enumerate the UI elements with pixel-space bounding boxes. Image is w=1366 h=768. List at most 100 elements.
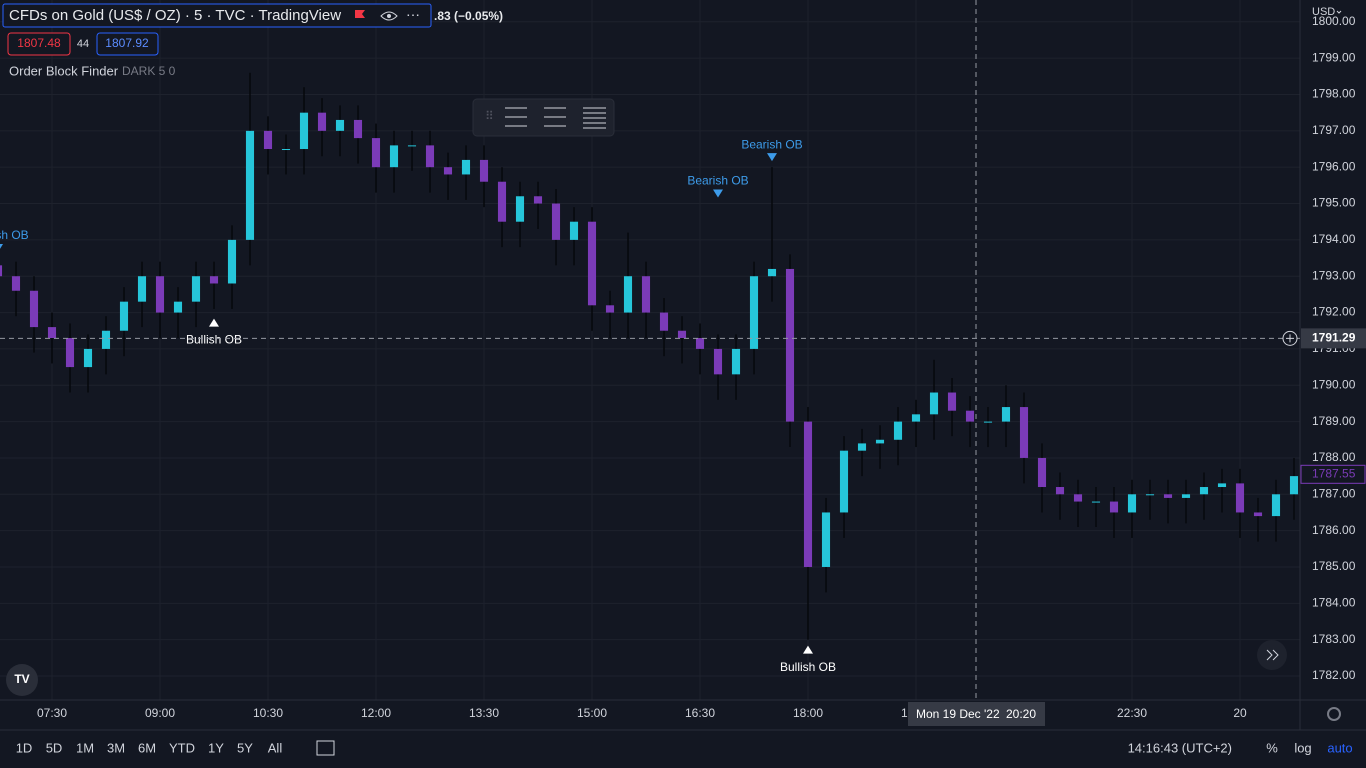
settings-icon[interactable]	[505, 107, 527, 127]
candle-body	[1181, 494, 1191, 498]
y-tick-label: 1782.00	[1312, 668, 1356, 682]
log-toggle[interactable]: log	[1294, 740, 1311, 755]
flag-icon[interactable]	[355, 10, 365, 18]
candle-body	[767, 268, 777, 277]
y-tick-label: 1787.00	[1312, 486, 1356, 500]
bottom-toolbar: 1D 5D 1M 3M 6M YTD 1Y 5Y All	[16, 740, 283, 755]
candle-body	[1037, 457, 1047, 488]
candle-body	[515, 196, 525, 222]
range-button[interactable]: 1D	[16, 740, 33, 755]
settings-gear[interactable]	[1327, 707, 1341, 721]
range-button[interactable]: 1Y	[208, 740, 224, 755]
candle-body	[137, 276, 147, 302]
ob-label: Bearish OB	[0, 228, 29, 242]
candle-body	[65, 338, 75, 368]
candle-body	[929, 392, 939, 415]
settings-icon[interactable]	[544, 107, 566, 127]
ob-label: Bearish OB	[687, 174, 748, 188]
y-tick-label: 1796.00	[1312, 159, 1356, 173]
tv-logo[interactable]	[6, 664, 38, 696]
candle-body	[947, 392, 957, 411]
candle-body	[191, 276, 201, 302]
candle-body	[317, 112, 327, 131]
candle-body	[83, 348, 93, 368]
y-tick-label: 1789.00	[1312, 414, 1356, 428]
candle-body	[227, 239, 237, 284]
x-tick-label: 07:30	[37, 706, 67, 720]
candle-body	[965, 410, 975, 422]
candle-body	[983, 421, 993, 423]
tv-logo: TV	[14, 672, 29, 686]
ob-marker	[712, 189, 723, 198]
candle-body	[1055, 487, 1065, 495]
candle-body	[749, 276, 759, 349]
candle-body	[281, 149, 291, 151]
candle-body	[263, 130, 273, 150]
candle-body	[245, 130, 255, 240]
range-button[interactable]: 5D	[46, 740, 63, 755]
y-tick-label: 1792.00	[1312, 305, 1356, 319]
more-icon[interactable]: ⋯	[406, 7, 420, 23]
symbol-box[interactable]	[2, 3, 432, 28]
currency[interactable]: USD	[1312, 6, 1335, 18]
percent-toggle[interactable]: %	[1266, 740, 1278, 755]
y-tick-label: 1799.00	[1312, 50, 1356, 64]
candle-body	[1253, 512, 1263, 517]
range-button[interactable]: 5Y	[237, 740, 253, 755]
symbol-title[interactable]: CFDs on Gold (US$ / OZ) · 5 · TVC · Trad…	[9, 7, 341, 24]
buy-box[interactable]	[96, 32, 159, 56]
y-tick-label: 1788.00	[1312, 450, 1356, 464]
crosshair-time: 20:20	[1006, 707, 1036, 721]
axes: 1782.00 1783.00 1784.00 1785.00 1786.00 1787.…	[37, 14, 1366, 720]
last-price-label: 1787.55	[1312, 466, 1356, 480]
y-tick-label: 1784.00	[1312, 595, 1356, 609]
candle-body	[407, 145, 417, 147]
candle-body	[623, 276, 633, 313]
crosshair-price: 1791.29	[1312, 331, 1356, 345]
y-tick-label: 1783.00	[1312, 632, 1356, 646]
scroll-icon	[1266, 649, 1279, 661]
range-button[interactable]: 6M	[138, 740, 156, 755]
candle-body	[1127, 494, 1137, 513]
y-tick-label: 1793.00	[1312, 268, 1356, 282]
candle-body	[1289, 476, 1299, 495]
currency-caret	[1336, 10, 1342, 14]
range-button[interactable]: 1M	[76, 740, 94, 755]
y-tick-label: 1790.00	[1312, 377, 1356, 391]
x-tick-label: 18:00	[793, 706, 823, 720]
candle-body	[1271, 494, 1281, 517]
sell-price[interactable]: 1807.48	[17, 36, 61, 50]
sell-box[interactable]	[7, 32, 71, 56]
range-button[interactable]: YTD	[169, 740, 195, 755]
auto-toggle[interactable]: auto	[1327, 740, 1352, 755]
buy-price[interactable]: 1807.92	[105, 36, 149, 50]
candle-body	[497, 181, 507, 222]
ob-label: Bearish OB	[741, 137, 802, 151]
candle-body	[461, 159, 471, 175]
candle-body	[713, 348, 723, 375]
lines-icon[interactable]	[583, 107, 606, 129]
range-button[interactable]: 3M	[107, 740, 125, 755]
candle-body	[335, 119, 345, 131]
ob-label: Bullish OB	[780, 660, 836, 674]
last-price-box	[1300, 464, 1366, 484]
x-tick-label: 15:00	[577, 706, 607, 720]
candle-body	[1163, 494, 1173, 498]
y-tick-label: 1798.00	[1312, 87, 1356, 101]
eye-icon[interactable]	[380, 11, 398, 21]
candle-body	[875, 439, 885, 444]
candle-body	[569, 221, 579, 240]
range-button[interactable]: All	[268, 740, 283, 755]
candle-body	[893, 421, 903, 440]
x-tick-label: 13:30	[469, 706, 499, 720]
indicator-name[interactable]: Order Block Finder	[9, 63, 119, 78]
candle-body	[587, 221, 597, 306]
clock[interactable]: 14:16:43 (UTC+2)	[1128, 740, 1232, 755]
candle-body	[1019, 407, 1029, 458]
candle-body	[1091, 501, 1101, 503]
goto-date-icon[interactable]	[316, 740, 335, 756]
candle-body	[533, 196, 543, 204]
spread: 44	[77, 38, 89, 50]
drag-handle[interactable]: ⠿	[485, 109, 494, 123]
